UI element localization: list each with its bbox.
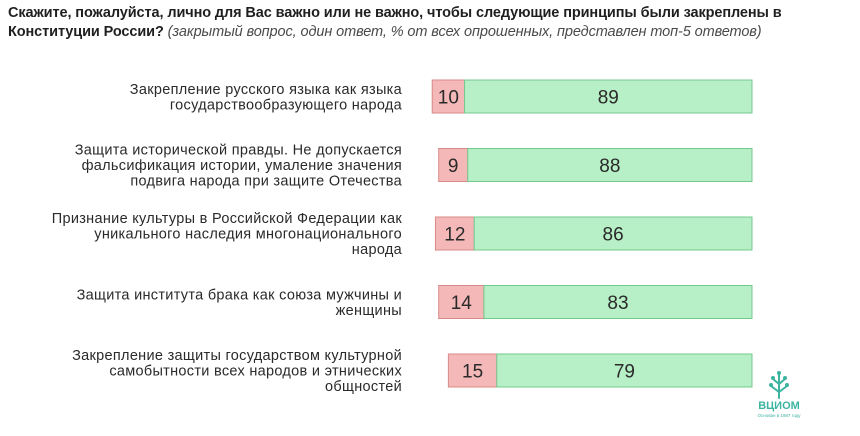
value-label-not-important: 14: [451, 293, 473, 314]
logo-text: ВЦИОМ: [758, 400, 800, 412]
category-label: Признание культуры в Российской Федераци…: [52, 211, 403, 227]
value-label-not-important: 12: [444, 225, 465, 246]
category-label: уникального наследия многонационального: [94, 227, 402, 243]
category-label: общностей: [325, 379, 402, 395]
category-label: государствообразующего народа: [170, 97, 403, 113]
bar-important: [467, 148, 753, 182]
vciom-logo: ВЦИОМ Основан в 1987 году: [744, 368, 814, 420]
bar-not-important: [434, 216, 475, 251]
value-label-important: 79: [614, 362, 635, 383]
value-label-not-important: 10: [438, 88, 459, 109]
category-label: Закрепление русского языка как языка: [130, 82, 403, 98]
bar-row: Закрепление защиты государством культурн…: [72, 348, 753, 395]
question-note: (закрытый вопрос, один ответ, % от всех …: [167, 24, 762, 40]
category-label: Закрепление защиты государством культурн…: [72, 348, 402, 364]
category-label: фальсификация истории, умаление значения: [82, 158, 402, 174]
bar-row: Защита института брака как союза мужчины…: [77, 285, 753, 319]
category-label: женщины: [336, 303, 402, 319]
category-label: Защита исторической правды. Не допускает…: [75, 143, 402, 159]
value-label-important: 88: [599, 156, 620, 177]
bar-important: [496, 353, 753, 388]
category-label: самобытности всех народов и этнических: [109, 364, 402, 380]
bar-not-important: [438, 285, 485, 319]
value-label-not-important: 15: [462, 362, 483, 383]
bar-row: Признание культуры в Российской Федераци…: [52, 211, 753, 258]
logo-tagline: Основан в 1987 году: [757, 413, 801, 418]
bar-important: [464, 79, 753, 114]
bar-not-important: [438, 148, 469, 182]
value-label-important: 89: [598, 88, 619, 109]
chart-title: Скажите, пожалуйста, лично для Вас важно…: [8, 4, 853, 42]
question-text: Скажите, пожалуйста, лично для Вас важно…: [8, 5, 782, 40]
value-label-important: 83: [607, 293, 628, 314]
bar-important: [483, 285, 753, 319]
bar-row: Закрепление русского языка как языкагосу…: [130, 79, 753, 114]
category-label: подвига народа при защите Отечества: [130, 174, 402, 190]
value-label-important: 86: [603, 225, 624, 246]
tree-icon: [769, 371, 789, 399]
category-label: Защита института брака как союза мужчины…: [77, 287, 402, 303]
bar-important: [473, 216, 753, 251]
category-label: народа: [352, 242, 403, 258]
bar-not-important: [447, 353, 498, 388]
bar-row: Защита исторической правды. Не допускает…: [75, 143, 753, 190]
value-label-not-important: 9: [448, 156, 459, 177]
